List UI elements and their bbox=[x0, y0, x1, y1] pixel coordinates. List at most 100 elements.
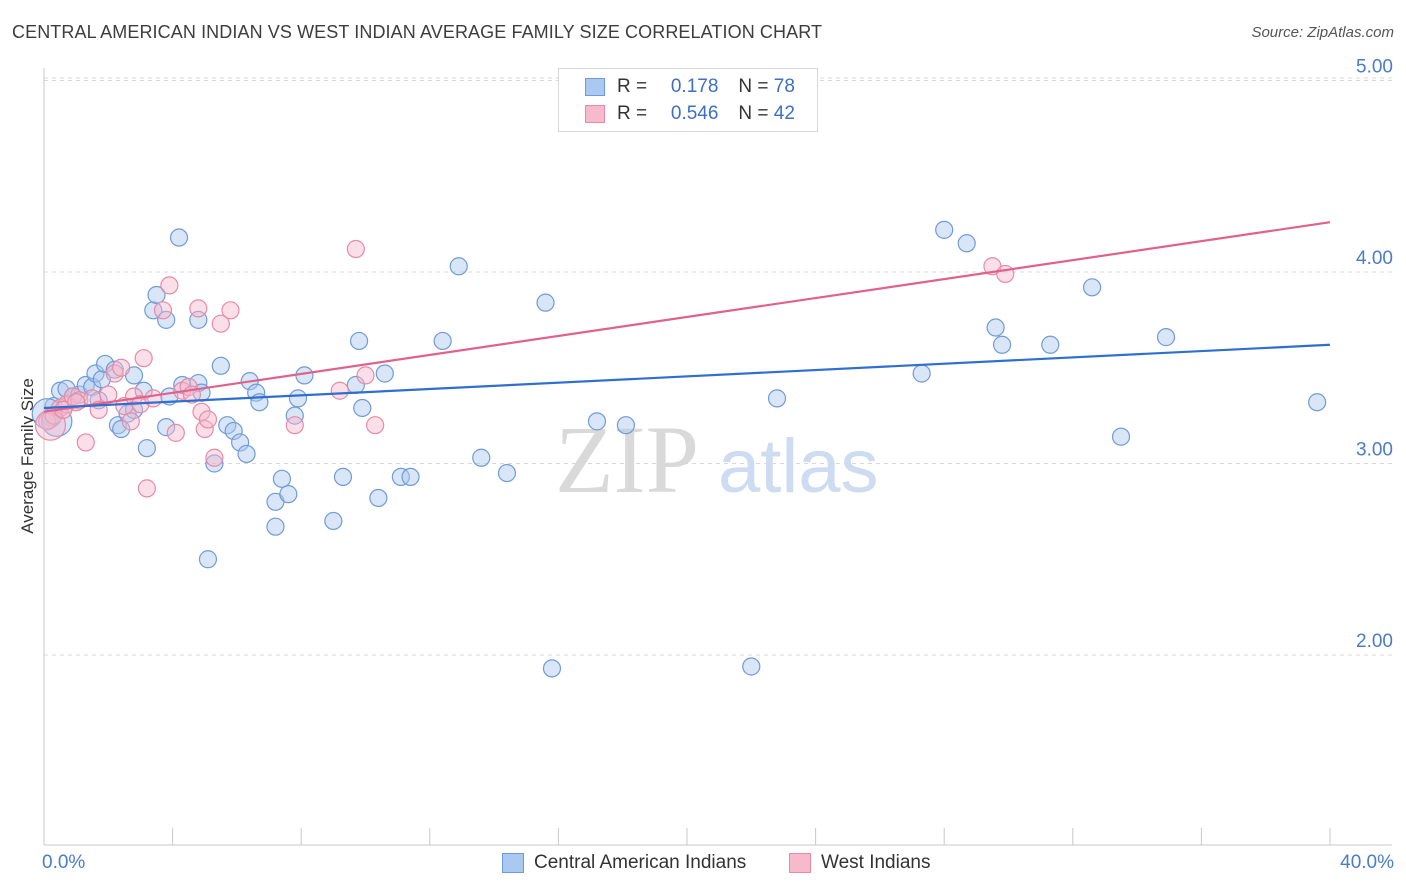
legend-n-label: N = bbox=[738, 103, 769, 124]
data-point bbox=[449, 257, 468, 276]
data-point bbox=[237, 444, 256, 464]
data-point bbox=[189, 299, 208, 318]
data-point bbox=[144, 301, 163, 320]
legend-series-label: Central American Indians bbox=[534, 852, 747, 873]
data-point bbox=[333, 467, 353, 487]
data-point bbox=[121, 412, 140, 431]
legend-swatch-blue bbox=[585, 78, 605, 96]
data-point bbox=[587, 412, 607, 431]
data-point bbox=[366, 416, 385, 435]
data-point bbox=[369, 488, 388, 508]
bottom-legend-west-indians: West Indians bbox=[789, 852, 930, 874]
legend-r-value: 0.546 bbox=[670, 103, 719, 124]
data-point bbox=[542, 659, 562, 678]
data-point bbox=[288, 389, 308, 408]
data-point bbox=[105, 360, 124, 379]
legend-swatch-pink bbox=[585, 105, 605, 123]
data-point bbox=[134, 349, 153, 368]
data-point bbox=[279, 485, 298, 504]
legend-n-value: 78 bbox=[773, 76, 795, 97]
x-axis-min-label: 0.0% bbox=[42, 852, 86, 873]
data-point bbox=[137, 479, 156, 498]
data-point bbox=[198, 550, 218, 569]
data-point bbox=[996, 264, 1015, 284]
data-point bbox=[231, 433, 250, 452]
data-point bbox=[1156, 328, 1176, 347]
data-point bbox=[912, 364, 931, 383]
y-tick-label: 3.00 bbox=[1356, 440, 1393, 461]
legend-r-value: 0.178 bbox=[670, 76, 719, 97]
axes bbox=[43, 68, 1392, 846]
data-point bbox=[497, 463, 517, 483]
legend-series-label: West Indians bbox=[821, 852, 931, 873]
data-point bbox=[986, 318, 1005, 337]
data-point bbox=[353, 398, 372, 418]
data-point bbox=[160, 276, 179, 295]
source-credit: Source: ZipAtlas.com bbox=[1251, 24, 1394, 41]
data-point bbox=[356, 366, 375, 385]
bottom-legend-central-american-indians: Central American Indians bbox=[502, 852, 746, 874]
data-point bbox=[173, 375, 192, 395]
data-point bbox=[536, 293, 555, 312]
watermark-atlas: atlas bbox=[718, 424, 879, 509]
chart-title: CENTRAL AMERICAN INDIAN VS WEST INDIAN A… bbox=[12, 22, 823, 42]
data-point bbox=[285, 416, 304, 435]
data-point bbox=[211, 356, 230, 375]
data-point bbox=[957, 234, 976, 253]
gridlines bbox=[44, 77, 1392, 656]
watermark-zip: ZIP bbox=[555, 406, 699, 513]
legend-row-central-american-indians: R = 0.178 N = 78 bbox=[585, 74, 795, 100]
data-point bbox=[157, 310, 176, 329]
data-point bbox=[391, 467, 410, 487]
y-tick-labels: 2.00 3.00 4.00 5.00 bbox=[1356, 57, 1393, 653]
watermark: ZIP atlas bbox=[555, 406, 879, 513]
data-point bbox=[134, 381, 153, 400]
data-point bbox=[205, 454, 224, 473]
data-point bbox=[169, 228, 189, 247]
trend-line-west-indians bbox=[43, 221, 1331, 413]
data-point bbox=[346, 239, 365, 259]
legend-swatch-pink bbox=[789, 853, 811, 873]
data-point bbox=[472, 448, 491, 467]
data-point bbox=[198, 410, 218, 429]
legend-r-label: R = bbox=[617, 76, 648, 97]
series-central-american-indians bbox=[31, 220, 1327, 678]
data-point bbox=[157, 418, 176, 437]
data-point bbox=[205, 448, 224, 467]
data-point bbox=[401, 467, 420, 487]
data-point bbox=[266, 517, 285, 536]
data-point bbox=[992, 335, 1012, 354]
data-point bbox=[115, 396, 134, 416]
data-point bbox=[1082, 278, 1102, 297]
data-point bbox=[211, 314, 230, 333]
legend-row-west-indians: R = 0.546 N = 42 bbox=[585, 101, 795, 127]
data-point bbox=[285, 406, 304, 425]
data-point bbox=[153, 301, 173, 320]
data-point bbox=[330, 381, 349, 400]
y-tick-label: 5.00 bbox=[1356, 57, 1393, 78]
data-point bbox=[1308, 393, 1327, 412]
data-point bbox=[433, 331, 452, 351]
data-point bbox=[1041, 335, 1060, 354]
data-point bbox=[76, 433, 95, 452]
data-point bbox=[224, 421, 243, 441]
data-point bbox=[147, 285, 166, 305]
data-point bbox=[166, 423, 185, 442]
data-point bbox=[144, 389, 163, 408]
data-point bbox=[935, 220, 954, 239]
legend-r-label: R = bbox=[617, 103, 648, 124]
trend-line-central-american-indians bbox=[43, 343, 1331, 410]
series-west-indians bbox=[34, 239, 1015, 498]
correlation-legend: R = 0.178 N = 78 R = 0.546 N = 42 bbox=[558, 68, 818, 132]
data-point bbox=[1111, 427, 1131, 446]
data-point bbox=[221, 301, 240, 320]
data-point bbox=[349, 331, 369, 351]
data-point bbox=[112, 358, 131, 377]
data-point bbox=[324, 511, 343, 531]
legend-n-value: 42 bbox=[773, 103, 795, 124]
data-point bbox=[375, 364, 394, 383]
data-point bbox=[616, 416, 636, 435]
data-point bbox=[767, 389, 787, 408]
data-point bbox=[272, 469, 292, 488]
